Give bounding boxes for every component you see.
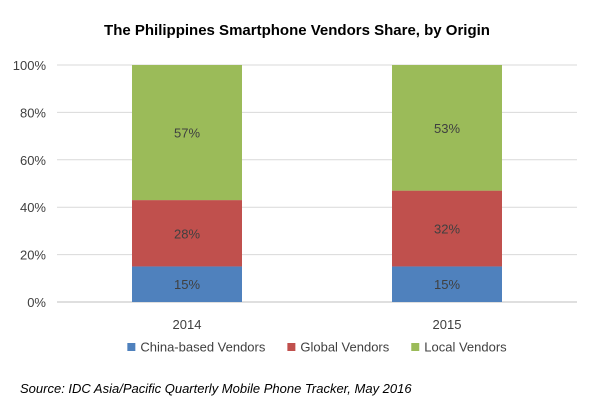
axes: 0% 20% 40% 60% 80% 100% 2014 2015: [13, 58, 577, 332]
y-tick-label: 100%: [13, 58, 47, 73]
legend-swatch: [127, 343, 136, 351]
chart-source: Source: IDC Asia/Pacific Quarterly Mobil…: [20, 381, 412, 396]
data-label: 57%: [174, 126, 200, 141]
data-label: 28%: [174, 226, 200, 241]
y-tick-label: 0%: [27, 295, 46, 310]
data-label: 32%: [434, 222, 460, 237]
bar-segment: [392, 266, 502, 302]
legend: China-based Vendors Global Vendors Local V…: [127, 340, 507, 355]
y-tick-label: 60%: [20, 153, 46, 168]
x-tick-label: 2015: [433, 317, 462, 332]
bar-segment: [132, 65, 242, 201]
chart-title: The Philippines Smartphone Vendors Share…: [104, 22, 490, 39]
y-tick-label: 20%: [20, 248, 46, 263]
legend-swatch: [287, 343, 296, 351]
legend-swatch: [411, 343, 420, 351]
bar-segment: [132, 200, 242, 267]
bar-segment: [392, 65, 502, 191]
bar-segment: [132, 266, 242, 302]
bars: 15% 28% 57% 15% 32% 53%: [132, 65, 502, 302]
legend-label: China-based Vendors: [140, 340, 266, 355]
data-label: 15%: [174, 277, 200, 292]
legend-label: Local Vendors: [424, 340, 507, 355]
bar-segment: [392, 190, 502, 267]
data-label: 53%: [434, 121, 460, 136]
x-tick-label: 2014: [173, 317, 202, 332]
y-tick-label: 40%: [20, 200, 46, 215]
data-label: 15%: [434, 277, 460, 292]
y-tick-label: 80%: [20, 105, 46, 120]
legend-label: Global Vendors: [300, 340, 389, 355]
